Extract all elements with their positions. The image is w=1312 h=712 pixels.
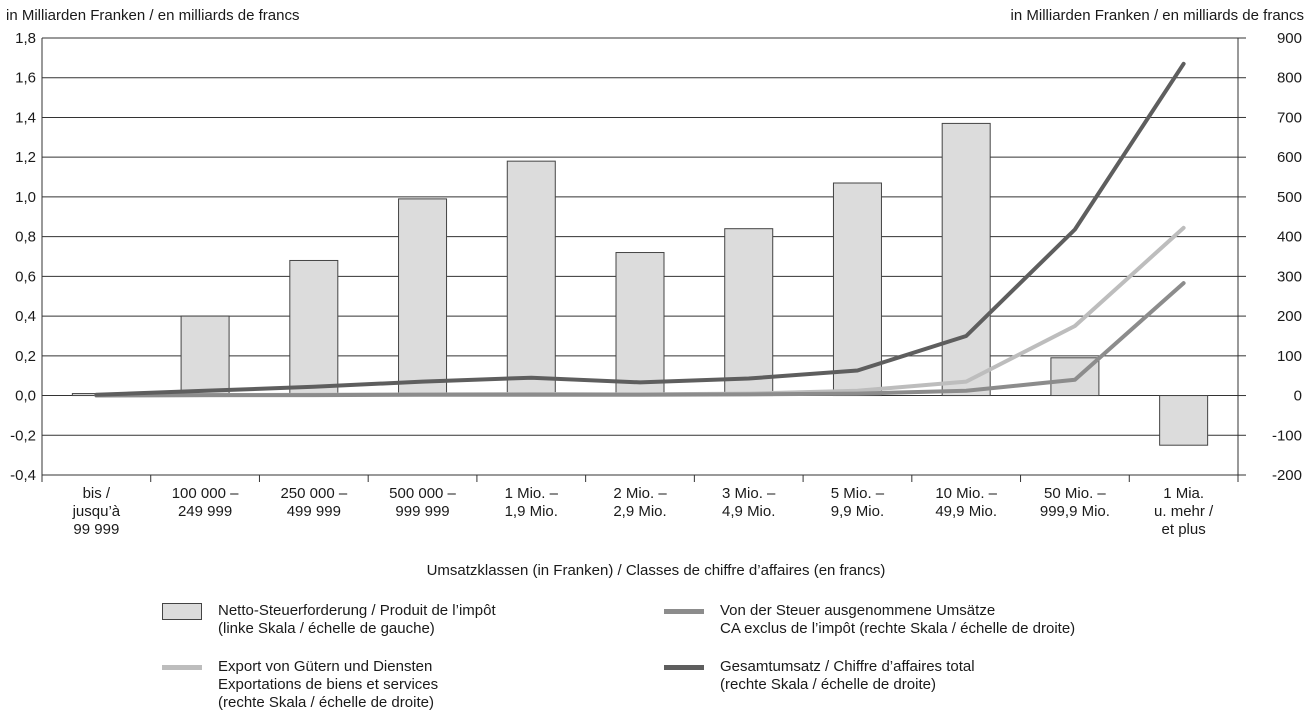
y-right-tick-label: 800 — [1277, 70, 1302, 87]
legend-swatch-bar — [162, 603, 202, 620]
x-category-label-line: 4,9 Mio. — [722, 503, 775, 520]
bar — [1159, 395, 1209, 446]
y-right-tick-label: 200 — [1277, 308, 1302, 325]
x-category-label-line: 249 999 — [178, 503, 232, 520]
x-category-label-line: 1,9 Mio. — [505, 503, 558, 520]
legend-swatch-line — [664, 665, 704, 670]
x-category-label-line: 5 Mio. – — [831, 485, 885, 502]
x-category-label-line: 999 999 — [395, 503, 449, 520]
bar — [289, 259, 339, 397]
series-line — [94, 281, 1186, 398]
bar — [180, 315, 230, 397]
y-left-tick-label: 1,2 — [15, 149, 36, 166]
right-axis-unit-label: in Milliarden Franken / en milliards de … — [1010, 7, 1304, 24]
y-right-tick-label: 900 — [1277, 30, 1302, 47]
y-left-tick-label: 1,4 — [15, 109, 36, 126]
y-left-tick-label: 1,8 — [15, 30, 36, 47]
y-left-tick-label: 0,8 — [15, 229, 36, 246]
x-category-label-line: 250 000 – — [280, 485, 347, 502]
x-category-label: 250 000 –499 999 — [280, 485, 347, 520]
x-category-label-line: 100 000 – — [172, 485, 239, 502]
x-category-label-line: 50 Mio. – — [1044, 485, 1106, 502]
y-left-tick-label: 0,0 — [15, 388, 36, 405]
bar — [398, 198, 448, 397]
x-category-label: 50 Mio. –999,9 Mio. — [1040, 485, 1110, 520]
x-category-label: 3 Mio. –4,9 Mio. — [722, 485, 776, 520]
y-left-tick-label: 0,6 — [15, 268, 36, 285]
x-category-label-line: 49,9 Mio. — [935, 503, 997, 520]
x-category-label-line: 99 999 — [73, 521, 119, 538]
line-series — [94, 61, 1186, 398]
y-left-tick-label: 0,4 — [15, 308, 36, 325]
bar — [615, 252, 665, 397]
bar — [724, 228, 774, 397]
x-category-label-line: 10 Mio. – — [935, 485, 997, 502]
legend-item-label: Netto-Steuerforderung / Produit de l’imp… — [218, 602, 496, 638]
x-category-label: 10 Mio. –49,9 Mio. — [935, 485, 997, 520]
y-right-tick-label: 700 — [1277, 109, 1302, 126]
x-category-label: 500 000 –999 999 — [389, 485, 456, 520]
y-right-tick-label: -200 — [1272, 467, 1302, 484]
bar — [506, 160, 556, 397]
y-left-tick-label: -0,2 — [10, 427, 36, 444]
x-category-label-line: jusqu’à — [72, 503, 121, 520]
legend-item-line: Exportations de biens et services — [218, 676, 439, 693]
y-left-tick-label: 1,0 — [15, 189, 36, 206]
x-category-label-line: 999,9 Mio. — [1040, 503, 1110, 520]
x-category-label-line: 2,9 Mio. — [613, 503, 666, 520]
y-right-tick-label: 100 — [1277, 348, 1302, 365]
x-category-label: 5 Mio. –9,9 Mio. — [831, 485, 885, 520]
legend-item-label: Von der Steuer ausgenommene Umsätze CA ex… — [720, 602, 1075, 638]
y-left-tick-label: 1,6 — [15, 70, 36, 87]
legend-item-line: Export von Gütern und Diensten — [218, 658, 433, 675]
series-line — [94, 61, 1186, 397]
x-category-label: 2 Mio. –2,9 Mio. — [613, 485, 667, 520]
y-right-tick-label: 600 — [1277, 149, 1302, 166]
chart-svg: -0,4 -0,2 0,0 0,2 0,4 0,6 0,8 1,0 1,2 1,4 1,6 1,8 -2… — [10, 30, 1302, 538]
legend-item-line: (rechte Skala / échelle de droite) — [720, 676, 936, 693]
x-category-label-line: 2 Mio. – — [613, 485, 667, 502]
legend-item-line: Gesamtumsatz / Chiffre d’affaires total — [720, 658, 975, 675]
x-category-label-line: 500 000 – — [389, 485, 456, 502]
legend-item-line: Netto-Steuerforderung / Produit de l’imp… — [218, 602, 496, 619]
bar-series — [71, 122, 1209, 446]
x-category-label: 1 Mia. u. mehr / et plus — [1154, 485, 1214, 538]
bar — [832, 182, 882, 397]
legend-item-label: Gesamtumsatz / Chiffre d’affaires total(… — [720, 658, 975, 694]
legend-item-label: Export von Gütern und Diensten Exportatio… — [218, 658, 438, 712]
tick-labels: -0,4 -0,2 0,0 0,2 0,4 0,6 0,8 1,0 1,2 1,4 1,6 1,8 -2… — [10, 30, 1302, 538]
legend-item-line: CA exclus de l’impôt (rechte Skala / éch… — [720, 620, 1076, 637]
x-category-label-line: 1 Mio. – — [505, 485, 559, 502]
legend-swatch-line — [162, 665, 202, 670]
legend-item-line: (rechte Skala / échelle de droite) — [218, 694, 434, 711]
left-axis-unit-label: in Milliarden Franken / en milliards de … — [6, 7, 300, 24]
y-right-tick-label: -100 — [1272, 427, 1302, 444]
x-category-label-line: et plus — [1162, 521, 1206, 538]
axes — [41, 37, 1246, 482]
y-right-tick-label: 500 — [1277, 189, 1302, 206]
y-left-tick-label: 0,2 — [15, 348, 36, 365]
x-axis-title: Umsatzklassen (in Franken) / Classes de … — [426, 562, 886, 579]
x-category-label-line: 1 Mia. — [1163, 485, 1204, 502]
bar — [941, 122, 991, 397]
x-category-label: 100 000 –249 999 — [172, 485, 239, 520]
legend-swatch-line — [664, 609, 704, 614]
x-category-label-line: 3 Mio. – — [722, 485, 776, 502]
y-right-tick-label: 0 — [1294, 388, 1302, 405]
x-category-label-line: u. mehr / — [1154, 503, 1214, 520]
x-category-label: 1 Mio. –1,9 Mio. — [505, 485, 559, 520]
x-category-label-line: 9,9 Mio. — [831, 503, 884, 520]
legend-item-line: Von der Steuer ausgenommene Umsätze — [720, 602, 996, 619]
x-category-label-line: bis / — [83, 485, 111, 502]
y-right-tick-label: 400 — [1277, 229, 1302, 246]
y-right-tick-label: 300 — [1277, 268, 1302, 285]
legend-item-line: (linke Skala / échelle de gauche) — [218, 620, 435, 637]
x-category-label-line: 499 999 — [287, 503, 341, 520]
x-category-label: bis / jusqu’à 99 999 — [72, 485, 121, 538]
y-left-tick-label: -0,4 — [10, 467, 36, 484]
